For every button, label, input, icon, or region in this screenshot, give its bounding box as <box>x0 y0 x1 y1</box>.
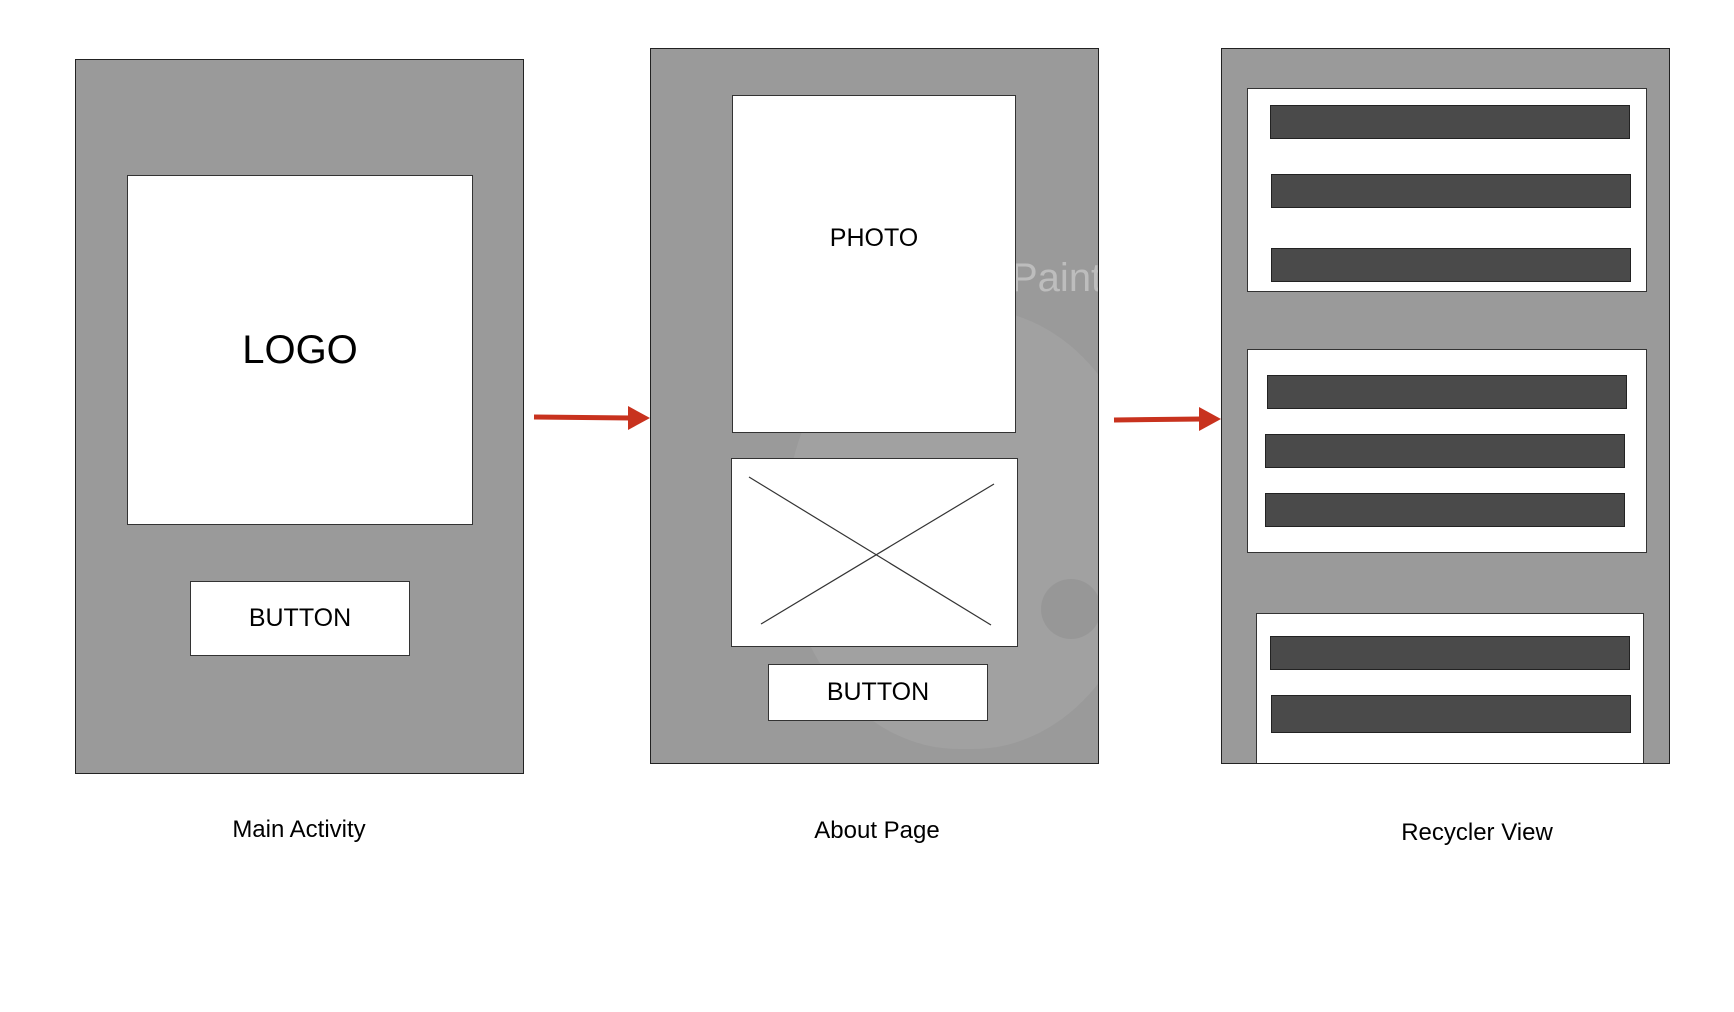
image-placeholder <box>731 458 1018 647</box>
about-button-label: BUTTON <box>826 678 930 706</box>
arrow-right-icon <box>1113 407 1221 431</box>
arrow-right-icon <box>533 406 650 430</box>
about-page-screen: Paint PHOTO BUTTON <box>650 48 1099 764</box>
list-item-bar <box>1265 434 1625 468</box>
watermark-blob-dot <box>1041 579 1098 639</box>
main-button-label: BUTTON <box>248 604 352 632</box>
list-item-bar <box>1270 105 1630 139</box>
list-item-bar <box>1270 636 1630 670</box>
list-item-bar <box>1271 174 1631 208</box>
list-card[interactable] <box>1247 349 1647 553</box>
recycler-view-screen <box>1221 48 1670 764</box>
list-item-bar <box>1271 248 1631 282</box>
list-card[interactable] <box>1247 88 1647 292</box>
main-activity-caption: Main Activity <box>232 816 366 843</box>
logo-label: LOGO <box>242 327 358 372</box>
list-item-bar <box>1265 493 1625 527</box>
about-button[interactable]: BUTTON <box>768 664 988 721</box>
list-item-bar <box>1267 375 1627 409</box>
main-button[interactable]: BUTTON <box>190 581 410 656</box>
watermark-text: Paint <box>1011 256 1099 300</box>
list-item-bar <box>1271 695 1631 733</box>
logo-placeholder: LOGO <box>127 175 473 525</box>
photo-label: PHOTO <box>829 224 919 252</box>
recycler-view-caption: Recycler View <box>1401 819 1553 846</box>
list-card[interactable] <box>1256 613 1644 763</box>
photo-placeholder: PHOTO <box>732 95 1016 433</box>
main-activity-screen: LOGO BUTTON <box>75 59 524 774</box>
about-page-caption: About Page <box>814 817 940 844</box>
image-placeholder-cross-icon <box>748 476 995 626</box>
